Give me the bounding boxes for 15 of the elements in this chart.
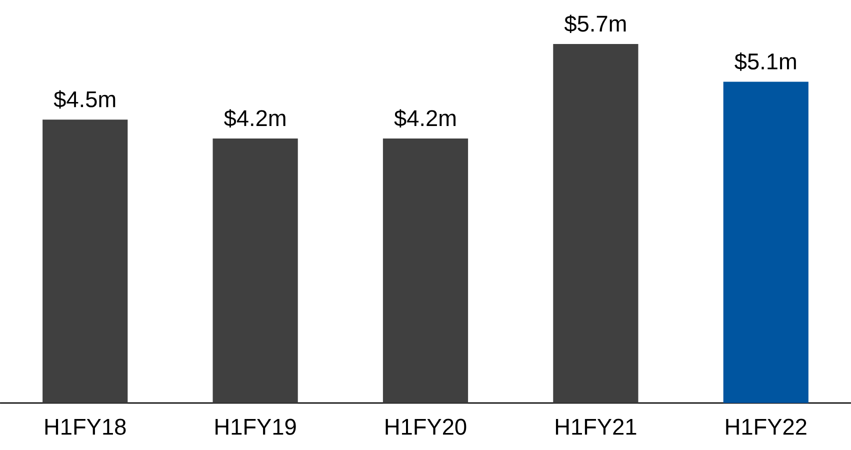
x-tick-label: H1FY20 <box>386 418 466 435</box>
bar <box>212 138 298 403</box>
data-label: $5.7m <box>564 14 626 34</box>
x-tick-label: H1FY19 <box>216 418 296 435</box>
bar <box>553 44 638 403</box>
data-label: $4.5m <box>54 90 116 109</box>
data-label: $5.1m <box>734 52 796 71</box>
bar <box>723 82 808 403</box>
x-tick-label: H1FY22 <box>726 418 806 435</box>
data-label: $4.2m <box>394 109 456 128</box>
bar <box>382 138 468 403</box>
x-tick-label: H1FY21 <box>556 418 636 435</box>
data-label: $4.2m <box>224 109 286 128</box>
x-tick-label: H1FY18 <box>45 418 126 435</box>
bar <box>42 120 128 403</box>
